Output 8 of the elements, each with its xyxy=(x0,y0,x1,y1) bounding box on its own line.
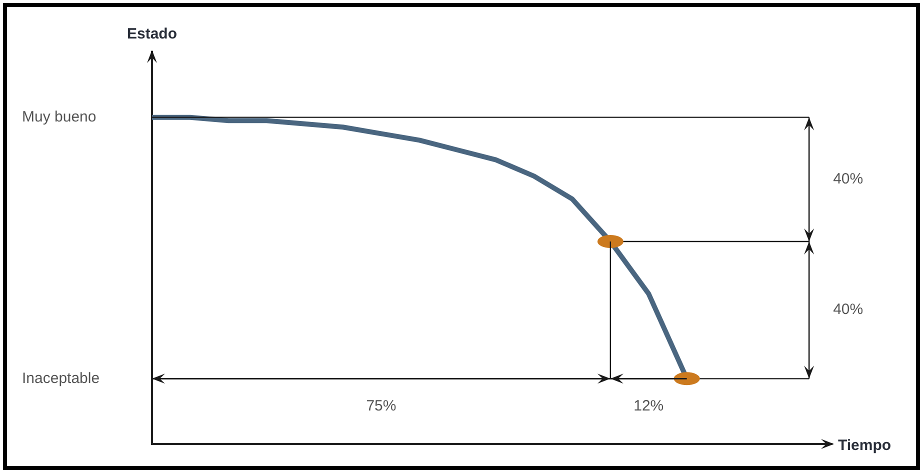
text: 40% xyxy=(833,301,864,318)
text: Tiempo xyxy=(838,437,892,454)
text: 40% xyxy=(833,170,864,188)
annotation: 75% xyxy=(366,397,396,414)
y-axis-title: Estado xyxy=(126,26,178,43)
text: Inaceptable xyxy=(22,370,100,387)
text: Muy bueno xyxy=(22,108,96,126)
annotation: 12% xyxy=(634,397,664,414)
